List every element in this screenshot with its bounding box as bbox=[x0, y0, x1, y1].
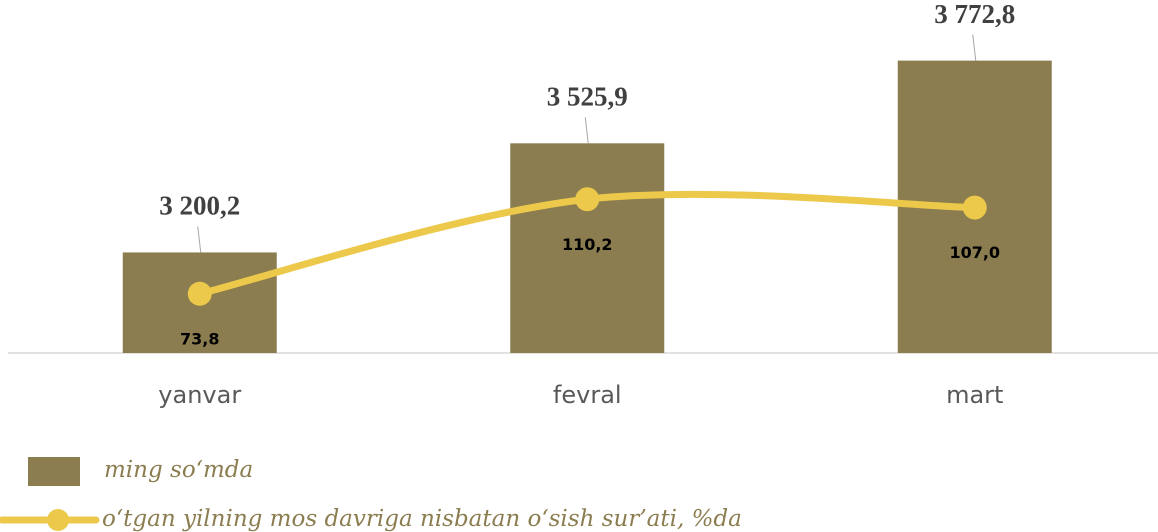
label-leader bbox=[584, 117, 589, 144]
line-value-label: 110,2 bbox=[562, 235, 613, 254]
x-tick-label: yanvar bbox=[158, 381, 241, 409]
line-value-label: 73,8 bbox=[180, 329, 219, 348]
line-point bbox=[575, 187, 600, 212]
x-tick-label: fevral bbox=[553, 381, 622, 409]
bar bbox=[510, 143, 665, 353]
bar-value-label: 3 200,2 bbox=[159, 191, 240, 221]
bar-value-label: 3 525,9 bbox=[547, 82, 628, 112]
legend-swatch-point bbox=[47, 509, 69, 531]
label-leader bbox=[197, 226, 202, 253]
line-point bbox=[187, 281, 212, 306]
line-value-label: 107,0 bbox=[949, 243, 1000, 262]
bar-value-label: 3 772,8 bbox=[934, 0, 1015, 29]
legend-swatch bbox=[28, 457, 80, 486]
x-tick-label: mart bbox=[946, 381, 1003, 409]
label-leader bbox=[972, 34, 977, 61]
line-point bbox=[962, 195, 987, 220]
legend-label: o‘tgan yilning mos davriga nisbatan o‘si… bbox=[102, 506, 742, 532]
legend-label: ming so‘mda bbox=[104, 457, 253, 483]
